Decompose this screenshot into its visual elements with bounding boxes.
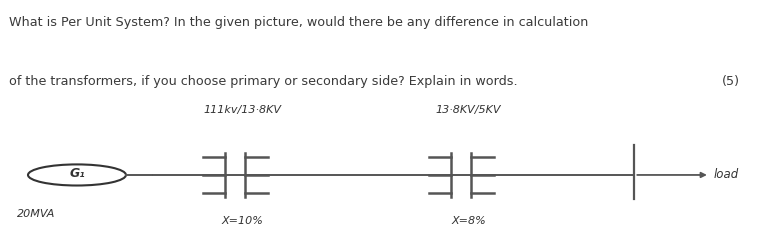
Text: 13·8KV/5KV: 13·8KV/5KV bbox=[436, 105, 501, 115]
Text: G₁: G₁ bbox=[69, 167, 85, 180]
Text: 111kv/13·8KV: 111kv/13·8KV bbox=[204, 105, 282, 115]
Text: 20MVA: 20MVA bbox=[17, 209, 55, 219]
Text: X=10%: X=10% bbox=[222, 216, 264, 226]
Text: load: load bbox=[714, 168, 739, 182]
Text: What is Per Unit System? In the given picture, would there be any difference in : What is Per Unit System? In the given pi… bbox=[9, 16, 588, 29]
Text: of the transformers, if you choose primary or secondary side? Explain in words.: of the transformers, if you choose prima… bbox=[9, 75, 518, 88]
Text: (5): (5) bbox=[722, 75, 740, 88]
Text: X=8%: X=8% bbox=[452, 216, 486, 226]
